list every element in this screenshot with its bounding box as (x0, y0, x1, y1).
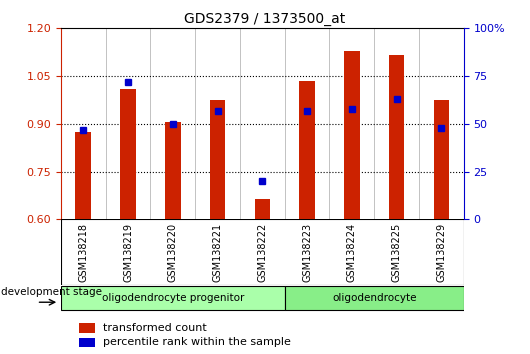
Text: GSM138223: GSM138223 (302, 223, 312, 282)
Text: GSM138219: GSM138219 (123, 223, 133, 282)
Text: GSM138229: GSM138229 (436, 223, 446, 282)
Text: GSM138220: GSM138220 (168, 223, 178, 282)
Text: GSM138224: GSM138224 (347, 223, 357, 282)
Text: GSM138222: GSM138222 (258, 223, 267, 282)
Bar (165, 122, 181, 219)
FancyBboxPatch shape (285, 286, 464, 310)
Text: oligodendrocyte progenitor: oligodendrocyte progenitor (102, 293, 244, 303)
Bar (389, 55, 404, 219)
Text: transformed count: transformed count (103, 323, 207, 333)
Bar (210, 100, 225, 219)
Bar (80, 338, 95, 347)
Text: GSM138218: GSM138218 (78, 223, 89, 282)
Bar (344, 51, 360, 219)
Bar (434, 100, 449, 219)
FancyBboxPatch shape (61, 286, 285, 310)
Text: oligodendrocyte: oligodendrocyte (332, 293, 417, 303)
Bar (80, 324, 95, 333)
Bar (254, 199, 270, 219)
Bar (120, 89, 136, 219)
Text: percentile rank within the sample: percentile rank within the sample (103, 337, 291, 348)
Bar (75, 132, 91, 219)
Text: development stage: development stage (1, 287, 102, 297)
Text: GDS2379 / 1373500_at: GDS2379 / 1373500_at (184, 12, 346, 27)
Text: GSM138221: GSM138221 (213, 223, 223, 282)
Text: GSM138225: GSM138225 (392, 223, 402, 282)
Bar (299, 81, 315, 219)
